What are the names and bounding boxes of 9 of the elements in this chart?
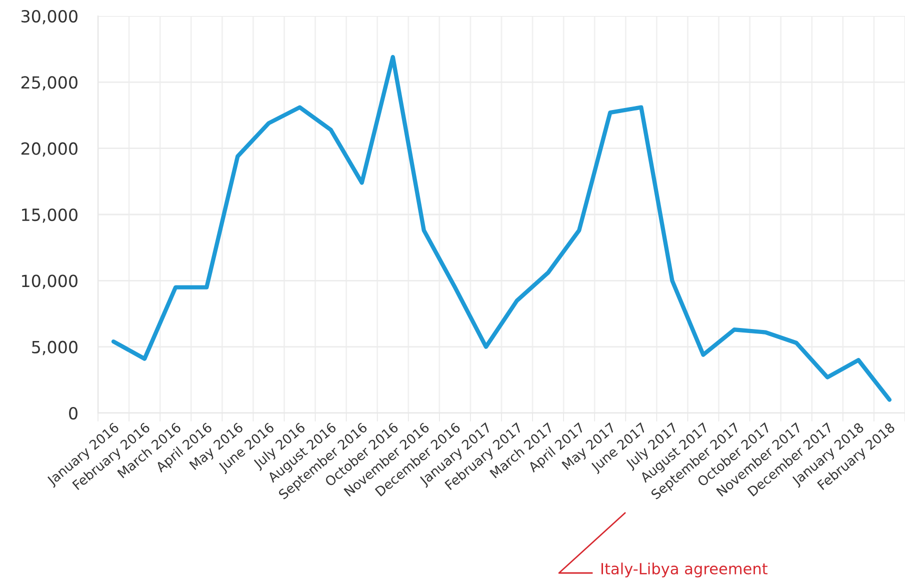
- y-tick-label: 25,000: [21, 76, 78, 90]
- y-tick-label: 20,000: [21, 142, 78, 157]
- text: Italy-Libya agreement: [602, 562, 768, 578]
- y-tick-label: 15,000: [22, 208, 78, 223]
- y-tick-label: 10,000: [22, 274, 78, 289]
- line-series: [111, 54, 892, 402]
- y-tick-label: 5,000: [32, 340, 78, 356]
- y-tick-label: 0: [69, 406, 78, 420]
- y-tick-label: 30,000: [22, 10, 78, 24]
